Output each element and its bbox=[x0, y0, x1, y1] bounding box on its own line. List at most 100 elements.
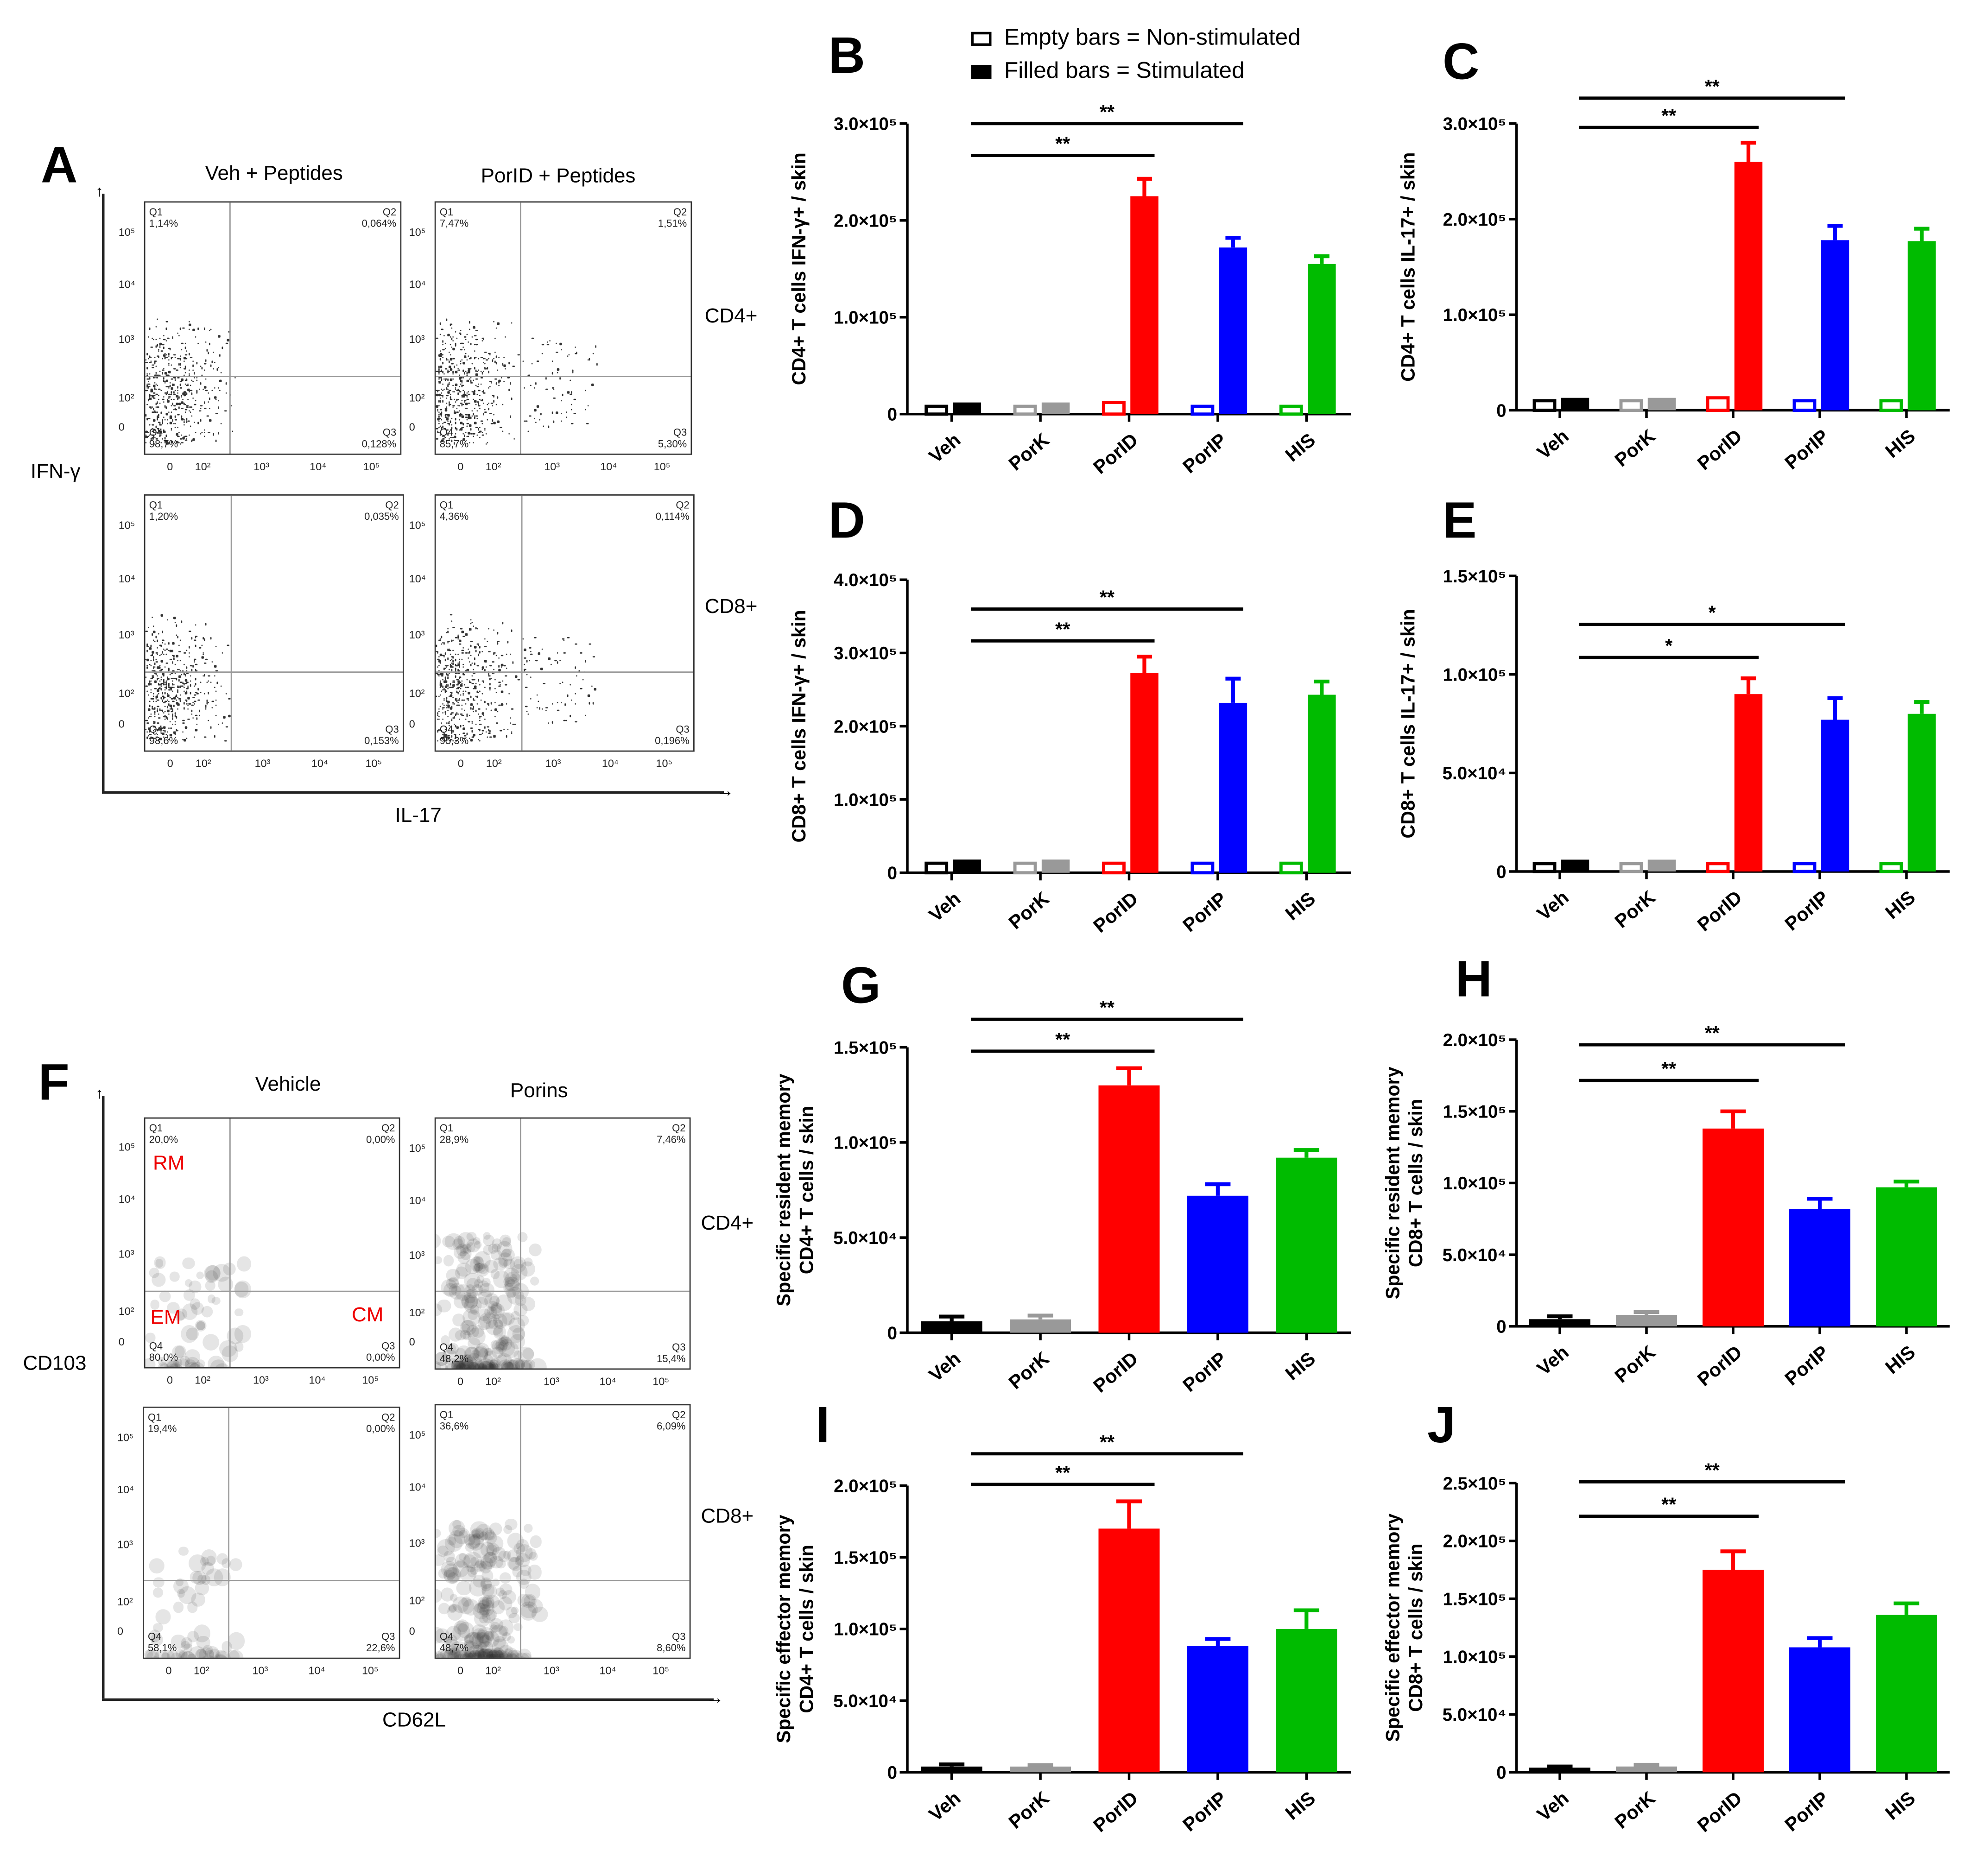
x-tick-label: 10² bbox=[195, 757, 211, 770]
event-dot bbox=[475, 415, 477, 417]
y-tick-label: 0 bbox=[1496, 1317, 1506, 1337]
event-dot bbox=[450, 378, 453, 380]
event-dot bbox=[153, 419, 155, 421]
event-dot bbox=[196, 692, 198, 695]
event-dot bbox=[450, 358, 452, 360]
event-dot bbox=[171, 687, 173, 689]
y-tick-label: 1.0×10⁵ bbox=[834, 1620, 897, 1640]
event-dot bbox=[151, 698, 152, 700]
event-dot bbox=[451, 437, 453, 439]
event-dot bbox=[190, 385, 191, 387]
event-dot bbox=[148, 385, 151, 387]
event-dot bbox=[153, 713, 156, 715]
event-dot bbox=[193, 421, 195, 423]
event-dot bbox=[445, 378, 447, 380]
event-dot bbox=[438, 378, 440, 380]
event-dot bbox=[461, 379, 462, 381]
event-dot bbox=[187, 388, 190, 391]
event-dot bbox=[194, 700, 196, 702]
event-dot bbox=[214, 736, 216, 738]
event-dot bbox=[213, 387, 215, 389]
event-dot bbox=[146, 418, 149, 420]
event-dot bbox=[477, 401, 479, 403]
event-dot bbox=[174, 733, 176, 735]
x-tick-label: 10² bbox=[195, 460, 211, 473]
event-dot bbox=[211, 389, 213, 391]
event-dot bbox=[146, 737, 148, 739]
event-dot bbox=[194, 639, 196, 641]
event-dot bbox=[195, 729, 197, 731]
event-dot bbox=[184, 342, 186, 345]
y-tick-label: 2.0×10⁵ bbox=[834, 211, 897, 231]
event-dot bbox=[170, 650, 172, 652]
y-tick-label: 1.0×10⁵ bbox=[1443, 1174, 1507, 1193]
event-dot bbox=[171, 698, 173, 700]
event-dot bbox=[200, 407, 202, 410]
event-dot bbox=[217, 366, 220, 368]
event-dot bbox=[196, 718, 198, 720]
event-dot bbox=[478, 432, 480, 434]
event-dot bbox=[162, 736, 165, 739]
event-dot bbox=[173, 697, 176, 699]
event-dot bbox=[168, 684, 170, 687]
event-dot bbox=[193, 377, 196, 379]
event-dot bbox=[164, 419, 166, 421]
event-dot bbox=[215, 398, 217, 400]
panel-letter: B bbox=[829, 27, 865, 84]
bar-non-stimulated bbox=[1532, 862, 1557, 873]
event-dot bbox=[156, 318, 158, 320]
event-dot bbox=[164, 431, 165, 433]
event-dot bbox=[450, 437, 451, 439]
bar-non-stimulated bbox=[1706, 862, 1730, 873]
event-dot bbox=[188, 646, 190, 648]
event-dot bbox=[448, 381, 450, 384]
event-dot bbox=[462, 384, 464, 386]
event-dot bbox=[156, 355, 158, 357]
event-dot bbox=[465, 394, 468, 396]
event-dot bbox=[183, 328, 185, 329]
event-dot bbox=[488, 357, 489, 360]
event-dot bbox=[166, 321, 168, 322]
event-dot bbox=[213, 434, 215, 436]
event-dot bbox=[460, 383, 462, 385]
event-dot bbox=[177, 426, 178, 429]
event-dot bbox=[174, 426, 176, 429]
event-dot bbox=[494, 337, 496, 339]
event-dot bbox=[462, 377, 464, 379]
event-dot bbox=[163, 697, 165, 699]
event-dot bbox=[160, 739, 162, 740]
y-axis-label: IFN-γ bbox=[31, 461, 81, 483]
event-dot bbox=[230, 405, 233, 407]
event-dot bbox=[157, 706, 159, 708]
event-dot bbox=[194, 335, 196, 338]
event-dot bbox=[146, 431, 148, 433]
event-dot bbox=[575, 352, 577, 354]
event-dot bbox=[168, 669, 170, 671]
event-dot bbox=[189, 390, 190, 392]
bar-stimulated bbox=[1130, 673, 1159, 873]
event-dot bbox=[164, 730, 166, 732]
filled-bar-swatch bbox=[971, 65, 992, 80]
significance-label: ** bbox=[1705, 1459, 1720, 1481]
event-dot bbox=[446, 406, 448, 408]
event-dot bbox=[449, 404, 451, 406]
panel-letter: J bbox=[1427, 1396, 1456, 1453]
event-dot bbox=[168, 364, 170, 366]
x-tick-label: 10⁵ bbox=[653, 460, 671, 473]
bar bbox=[1276, 1157, 1337, 1333]
event-dot bbox=[186, 682, 189, 684]
event-dot bbox=[161, 682, 163, 685]
event-dot bbox=[442, 440, 444, 442]
event-dot bbox=[483, 391, 485, 394]
event-dot bbox=[156, 708, 158, 710]
event-dot bbox=[209, 328, 212, 330]
event-dot bbox=[168, 359, 170, 361]
event-dot bbox=[478, 389, 481, 391]
event-dot bbox=[446, 394, 449, 397]
event-dot bbox=[452, 703, 454, 705]
event-dot bbox=[157, 722, 159, 724]
event-dot bbox=[204, 407, 206, 410]
bar bbox=[921, 1321, 982, 1333]
event-dot bbox=[181, 343, 183, 345]
event-dot bbox=[178, 397, 181, 398]
